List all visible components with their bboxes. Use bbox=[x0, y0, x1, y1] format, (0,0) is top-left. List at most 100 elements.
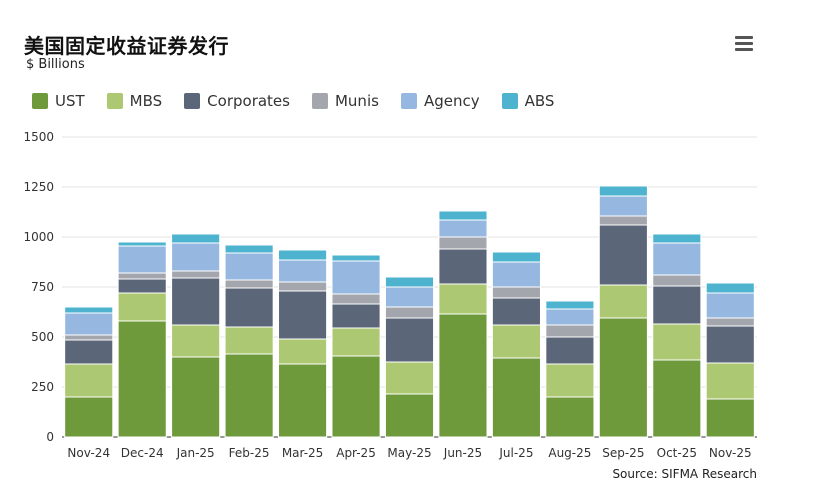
bar-segment-agency[interactable] bbox=[491, 261, 541, 288]
bar-segment-abs[interactable] bbox=[278, 249, 328, 261]
bar-segment-ust[interactable] bbox=[64, 396, 114, 438]
legend-item-mbs[interactable]: MBS bbox=[106, 92, 163, 110]
bar-segment-corporates[interactable] bbox=[384, 317, 435, 363]
bar-segment-abs[interactable] bbox=[652, 233, 702, 244]
legend-item-ust[interactable]: UST bbox=[32, 92, 85, 110]
bar-segment-munis[interactable] bbox=[278, 281, 328, 292]
bar-segment-munis[interactable] bbox=[331, 293, 381, 305]
legend-label: ABS bbox=[524, 92, 555, 110]
bar-segment-munis[interactable] bbox=[64, 334, 114, 341]
bar-segment-corporates[interactable] bbox=[545, 336, 595, 365]
bar-segment-agency[interactable] bbox=[652, 242, 702, 276]
bar-segment-ust[interactable] bbox=[652, 359, 702, 438]
y-tick-label: 1000 bbox=[23, 230, 54, 244]
bar-segment-munis[interactable] bbox=[117, 272, 167, 280]
bar-segment-agency[interactable] bbox=[171, 242, 221, 272]
bar-segment-munis[interactable] bbox=[491, 286, 541, 299]
bar-segment-mbs[interactable] bbox=[491, 324, 541, 359]
bar-segment-agency[interactable] bbox=[384, 286, 435, 308]
legend-item-abs[interactable]: ABS bbox=[501, 92, 555, 110]
bar-segment-ust[interactable] bbox=[438, 313, 488, 438]
x-tick-label: Nov-25 bbox=[709, 446, 752, 460]
bar-segment-abs[interactable] bbox=[117, 241, 167, 247]
bar-segment-mbs[interactable] bbox=[64, 363, 114, 398]
bar-segment-munis[interactable] bbox=[652, 274, 702, 287]
legend-swatch bbox=[311, 93, 328, 109]
legend-swatch bbox=[184, 93, 201, 109]
y-tick-label: 0 bbox=[46, 430, 54, 444]
bar-segment-munis[interactable] bbox=[438, 236, 488, 250]
bar-segment-abs[interactable] bbox=[545, 300, 595, 310]
bar-segment-corporates[interactable] bbox=[598, 224, 648, 286]
bar-segment-mbs[interactable] bbox=[171, 324, 221, 358]
x-tick-label: Jun-25 bbox=[443, 446, 482, 460]
bar-segment-ust[interactable] bbox=[545, 396, 595, 438]
bar-segment-corporates[interactable] bbox=[491, 297, 541, 326]
bar-segment-munis[interactable] bbox=[224, 279, 274, 289]
bar-segment-agency[interactable] bbox=[598, 195, 648, 217]
bar-segment-agency[interactable] bbox=[278, 259, 328, 283]
x-tick-label: Apr-25 bbox=[336, 446, 376, 460]
bar-segment-corporates[interactable] bbox=[64, 339, 114, 365]
bar-segment-munis[interactable] bbox=[171, 270, 221, 279]
legend-item-munis[interactable]: Munis bbox=[311, 92, 379, 110]
bar-segment-corporates[interactable] bbox=[224, 287, 274, 328]
bar-segment-munis[interactable] bbox=[384, 306, 435, 319]
bar-segment-ust[interactable] bbox=[598, 317, 648, 438]
bar-segment-corporates[interactable] bbox=[331, 303, 381, 329]
bar-segment-munis[interactable] bbox=[705, 317, 755, 327]
bar-segment-ust[interactable] bbox=[171, 356, 221, 438]
bar-segment-mbs[interactable] bbox=[384, 361, 435, 395]
bar-segment-abs[interactable] bbox=[64, 306, 114, 314]
legend-item-agency[interactable]: Agency bbox=[400, 92, 480, 110]
bar-segment-mbs[interactable] bbox=[545, 363, 595, 398]
bar-segment-abs[interactable] bbox=[491, 251, 541, 263]
bar-segment-ust[interactable] bbox=[117, 320, 167, 438]
legend-label: MBS bbox=[129, 92, 163, 110]
bar-segment-abs[interactable] bbox=[331, 254, 381, 262]
bar-segment-abs[interactable] bbox=[171, 233, 221, 244]
bar-segment-agency[interactable] bbox=[438, 219, 488, 238]
bar-segment-mbs[interactable] bbox=[438, 283, 488, 315]
legend-label: UST bbox=[55, 92, 85, 110]
bar-segment-mbs[interactable] bbox=[331, 327, 381, 357]
bar-segment-ust[interactable] bbox=[224, 353, 274, 438]
bar-segment-abs[interactable] bbox=[705, 282, 755, 294]
bar-segment-agency[interactable] bbox=[117, 245, 167, 274]
bar-segment-mbs[interactable] bbox=[117, 292, 167, 322]
bar-segment-abs[interactable] bbox=[438, 210, 488, 221]
bar-segment-corporates[interactable] bbox=[278, 290, 328, 340]
hamburger-menu-icon[interactable] bbox=[735, 36, 753, 52]
bar-segment-ust[interactable] bbox=[278, 363, 328, 438]
bar-segment-ust[interactable] bbox=[491, 357, 541, 438]
bar-segment-mbs[interactable] bbox=[598, 284, 648, 319]
chart-title: 美国固定收益证券发行 bbox=[24, 34, 229, 58]
bar-segment-corporates[interactable] bbox=[652, 285, 702, 325]
bar-segment-abs[interactable] bbox=[384, 276, 435, 288]
bar-segment-mbs[interactable] bbox=[224, 326, 274, 355]
bar-segment-abs[interactable] bbox=[224, 244, 274, 254]
bar-segment-agency[interactable] bbox=[545, 308, 595, 326]
legend-swatch bbox=[106, 93, 123, 109]
bar-segment-ust[interactable] bbox=[705, 398, 755, 438]
bar-segment-abs[interactable] bbox=[598, 185, 648, 197]
bar-segment-corporates[interactable] bbox=[705, 325, 755, 364]
bar-segment-mbs[interactable] bbox=[652, 323, 702, 361]
bar-segment-corporates[interactable] bbox=[438, 248, 488, 285]
bar-segment-munis[interactable] bbox=[598, 215, 648, 226]
bar-segment-corporates[interactable] bbox=[171, 277, 221, 326]
bar-segment-munis[interactable] bbox=[545, 324, 595, 338]
bar-segment-agency[interactable] bbox=[64, 312, 114, 336]
bar-segment-mbs[interactable] bbox=[278, 338, 328, 365]
legend-item-corporates[interactable]: Corporates bbox=[184, 92, 290, 110]
bar-segment-mbs[interactable] bbox=[705, 362, 755, 400]
legend-label: Agency bbox=[423, 92, 480, 110]
bar-segment-corporates[interactable] bbox=[117, 278, 167, 294]
bar-segment-agency[interactable] bbox=[705, 292, 755, 319]
bar-segment-ust[interactable] bbox=[331, 355, 381, 438]
bar-segment-agency[interactable] bbox=[331, 260, 381, 295]
legend-swatch bbox=[400, 93, 417, 109]
bar-segment-ust[interactable] bbox=[384, 393, 435, 438]
bar-segment-agency[interactable] bbox=[224, 252, 274, 281]
